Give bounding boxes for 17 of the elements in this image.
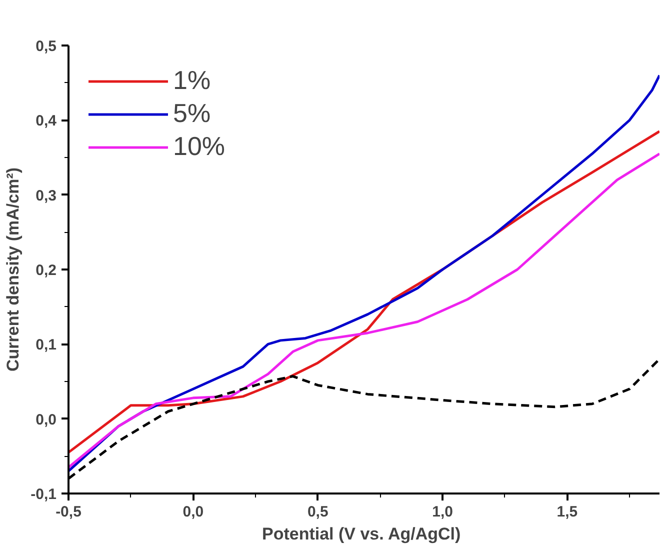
x-tick-label: 0,5 (307, 504, 328, 520)
y-tick-label: 0,0 (36, 411, 57, 428)
x-tick-label: -0,5 (56, 504, 82, 520)
x-axis-title: Potential (V vs. Ag/AgCl) (262, 524, 461, 544)
legend-label: 10% (173, 131, 226, 162)
legend-label: 5% (173, 98, 211, 129)
x-tick-label: 0,0 (182, 504, 204, 520)
y-tick-label: 0,5 (36, 38, 57, 55)
y-axis-title: Current density (mA/cm²) (4, 167, 23, 372)
y-tick-label: -0,1 (30, 486, 57, 503)
y-tick-label: 0,3 (36, 187, 57, 204)
x-tick-label: 1,0 (432, 504, 453, 520)
x-tick-label: 1,5 (556, 504, 578, 520)
y-tick-label: 0,1 (36, 336, 57, 354)
legend-label: 1% (173, 65, 211, 96)
y-tick-label: 0,2 (36, 262, 57, 279)
y-tick-label: 0,4 (36, 112, 58, 130)
